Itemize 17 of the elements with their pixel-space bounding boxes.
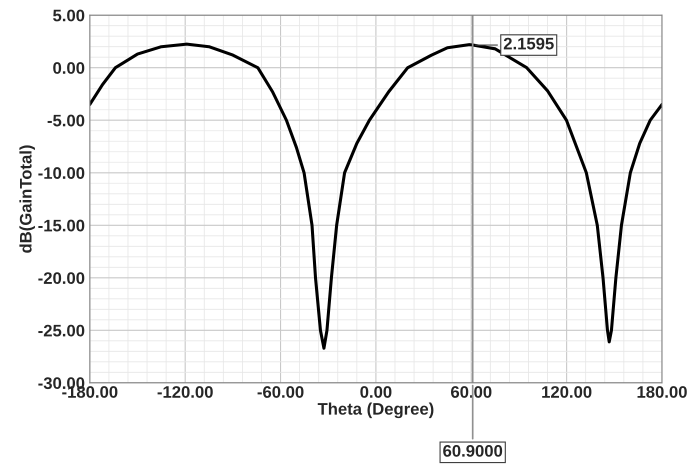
- x-axis-title: Theta (Degree): [318, 402, 434, 418]
- x-tick-label: 120.00: [542, 386, 592, 398]
- y-tick-label: -10.00: [38, 167, 84, 179]
- y-tick-label: 0.00: [53, 62, 84, 74]
- y-tick-label: -5.00: [48, 114, 84, 126]
- x-tick-label: 0.00: [360, 386, 392, 398]
- y-tick-label: 5.00: [53, 10, 84, 22]
- y-axis-title: dB(GainTotal): [19, 145, 35, 253]
- ref-line-label: 60.9000: [443, 444, 502, 457]
- x-tick-label: -120.00: [158, 386, 213, 398]
- x-tick-label: -60.00: [258, 386, 304, 398]
- x-tick-label: 180.00: [638, 386, 687, 398]
- y-tick-label: -20.00: [38, 272, 84, 284]
- y-tick-label: -15.00: [38, 220, 84, 232]
- annotation: 2.1595: [504, 38, 554, 50]
- y-tick-label: -25.00: [38, 324, 84, 337]
- x-tick-label: 60.00: [451, 386, 492, 398]
